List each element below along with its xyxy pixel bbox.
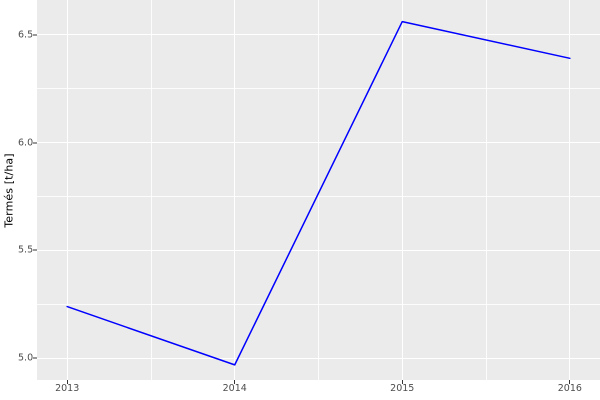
y-axis-tick-mark bbox=[33, 34, 37, 36]
x-axis-tick-mark bbox=[234, 380, 236, 384]
grid-line-major-horizontal bbox=[37, 141, 600, 144]
grid-line-major-vertical bbox=[234, 0, 236, 380]
grid-line-major-horizontal bbox=[37, 33, 600, 36]
y-axis-title-text: Termés [t/ha] bbox=[2, 152, 16, 228]
grid-line-major-horizontal bbox=[37, 249, 600, 251]
x-axis-tick-marks bbox=[37, 380, 600, 384]
y-axis-tick-mark bbox=[33, 357, 37, 359]
y-axis-tick-label: 6.5 bbox=[18, 28, 34, 40]
x-axis-tick-mark bbox=[66, 380, 68, 384]
grid-line-major-horizontal bbox=[37, 357, 600, 359]
x-axis-tick-label: 2014 bbox=[222, 383, 247, 394]
y-axis-tick-mark bbox=[33, 249, 37, 251]
series-line-termes bbox=[66, 20, 571, 366]
y-axis-tick-label: 5.0 bbox=[18, 352, 34, 364]
grid-line-minor-vertical bbox=[318, 0, 319, 380]
y-axis-tick-label: 6.0 bbox=[18, 136, 34, 148]
grid-line-major-vertical bbox=[66, 0, 68, 380]
grid-line-major-vertical bbox=[401, 0, 403, 380]
x-axis-tick-label: 2016 bbox=[557, 383, 582, 394]
grid-line-major-vertical bbox=[569, 0, 571, 380]
x-axis-tick-label: 2015 bbox=[390, 383, 415, 394]
series-layer bbox=[66, 20, 571, 366]
grid-line-minor-vertical bbox=[150, 0, 152, 380]
y-axis-tick-label: 5.5 bbox=[18, 244, 34, 256]
y-axis-tick-mark bbox=[33, 142, 37, 143]
y-axis-tick-labels: 5.0 5.5 6.0 6.5 bbox=[18, 0, 33, 380]
grid-line-minor-vertical bbox=[485, 0, 487, 380]
y-axis-title: Termés [t/ha] bbox=[0, 0, 18, 380]
plot-panel bbox=[37, 0, 600, 380]
y-axis-tick-marks bbox=[33, 0, 37, 380]
x-axis-tick-labels: 2013 2014 2015 2016 bbox=[37, 384, 600, 400]
x-axis-tick-mark bbox=[401, 380, 403, 384]
x-axis-tick-label: 2013 bbox=[55, 383, 80, 394]
x-axis-tick-mark bbox=[569, 380, 571, 384]
